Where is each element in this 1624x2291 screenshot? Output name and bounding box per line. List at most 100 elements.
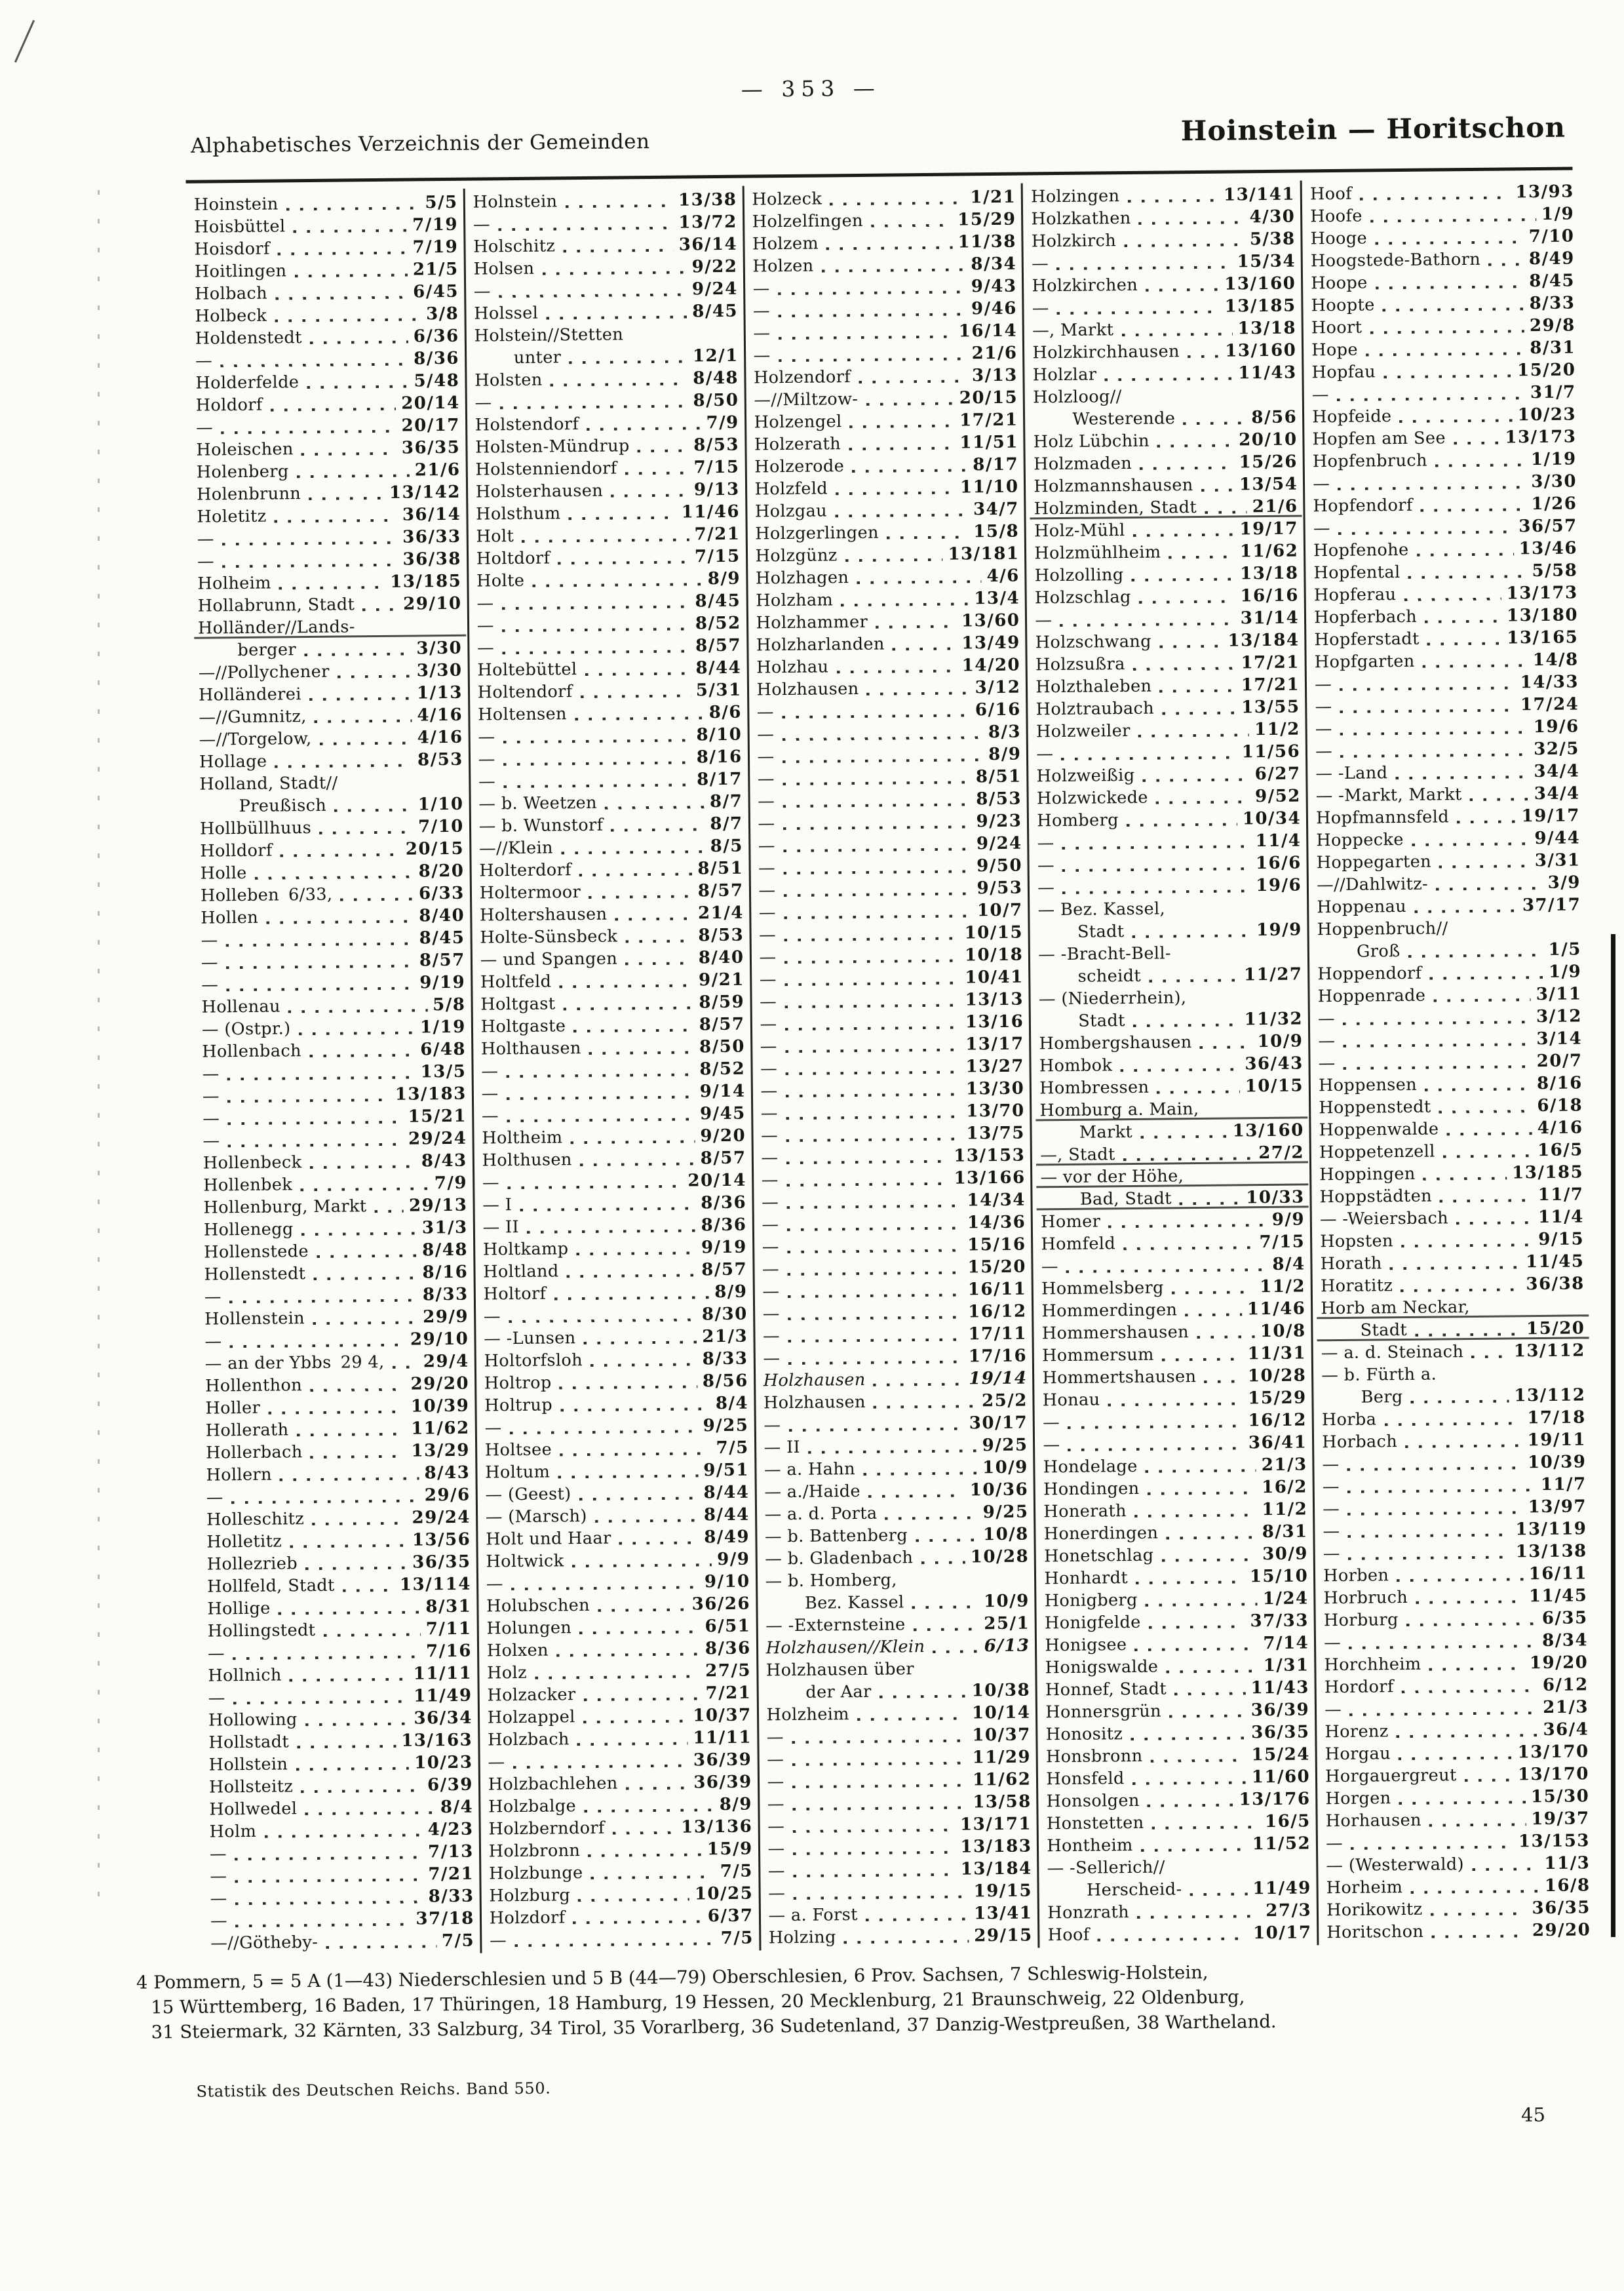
table-row: —9/24 [474, 279, 738, 304]
dot-leader [1126, 823, 1237, 827]
ref-value: 16/5 [1264, 1811, 1311, 1832]
place-name: — [767, 1861, 785, 1881]
table-row: Holzbunge 7/5 [489, 1862, 753, 1887]
place-name: Holtfeld [480, 971, 552, 992]
place-name: — (Geest) [485, 1484, 571, 1505]
dot-leader [783, 825, 971, 831]
place-name: — [762, 1304, 780, 1324]
ref-value: 4/16 [417, 705, 463, 726]
ref-value: 11/2 [1262, 1499, 1308, 1520]
dot-leader [1416, 1600, 1524, 1604]
dot-leader [1134, 1514, 1257, 1518]
table-row: Holsen 9/22 [474, 257, 738, 282]
dot-leader [301, 1789, 423, 1793]
place-name: Holderfelde [195, 372, 300, 393]
table-row: Holtfeld 9/21 [480, 970, 744, 995]
dot-leader [836, 669, 957, 674]
place-name: Horath [1320, 1253, 1382, 1274]
table-row: Honnef, Stadt 11/43 [1045, 1677, 1309, 1702]
ref-value: 16/16 [1240, 585, 1300, 606]
table-row: Holsterhausen 9/13 [476, 480, 740, 505]
table-row: —20/17 [196, 416, 460, 441]
dot-leader [1464, 1778, 1513, 1782]
ref-value: 8/48 [422, 1240, 469, 1261]
place-name: Holzdorf [489, 1908, 566, 1929]
table-row: Hopferbach 13/180 [1314, 605, 1578, 630]
table-row: Hoitlingen 21/5 [195, 260, 459, 284]
dot-leader [1140, 1848, 1247, 1852]
ref-value: 3/9 [1547, 872, 1581, 893]
ref-value: 7/9 [706, 412, 739, 433]
ref-value: 13/29 [411, 1440, 471, 1461]
ref-value: 36/14 [678, 234, 738, 255]
table-row: Holzhausen über [766, 1658, 1030, 1683]
dot-leader [784, 959, 960, 964]
place-name: Holzham [756, 590, 834, 611]
place-name: — [1037, 833, 1054, 853]
dot-leader [1134, 1647, 1258, 1651]
ref-value: 9/25 [982, 1435, 1028, 1456]
ref-value: 15/8 [973, 521, 1020, 542]
table-row: Hondingen 16/2 [1043, 1477, 1307, 1502]
ref-value: 7/11 [425, 1618, 472, 1639]
table-row: —16/11 [762, 1280, 1026, 1304]
table-row: Holzem 11/38 [752, 232, 1016, 257]
table-row: —17/11 [763, 1324, 1027, 1349]
table-row: —10/37 [767, 1725, 1031, 1750]
place-name: — [478, 727, 495, 747]
ref-value: 11/62 [972, 1769, 1032, 1790]
table-row: —13/153 [761, 1146, 1025, 1171]
place-name: — II [482, 1217, 520, 1238]
place-name: — -Land [1315, 763, 1388, 784]
dot-leader [921, 1561, 965, 1565]
place-name: Holtershausen [479, 904, 608, 926]
place-name: Berg [1361, 1387, 1403, 1407]
ref-value: 14/33 [1520, 672, 1579, 693]
ref-value: 14/8 [1532, 650, 1579, 671]
place-name: Holzhausen [756, 678, 859, 700]
dot-leader [1056, 310, 1220, 315]
table-row: —13/72 [473, 212, 737, 237]
dot-leader [563, 1006, 694, 1011]
dot-leader [288, 1009, 428, 1013]
dot-leader [514, 1942, 716, 1948]
place-name: — [761, 1170, 779, 1190]
table-row: — (Westerwald) 11/3 [1326, 1853, 1590, 1878]
dot-leader [1132, 934, 1252, 938]
table-row: Hoopte 8/33 [1311, 293, 1575, 318]
place-name: Holzelfingen [752, 210, 863, 232]
table-row: Hombressen 10/15 [1039, 1076, 1304, 1101]
dot-leader [1410, 1400, 1509, 1403]
dot-leader [821, 268, 966, 273]
dot-leader [778, 335, 954, 340]
place-name: Honigfelde [1044, 1612, 1141, 1634]
table-row: —21/6 [754, 343, 1018, 368]
place-name: Holbach [195, 283, 268, 304]
ref-value: 8/30 [701, 1304, 748, 1325]
dot-leader [565, 204, 674, 208]
table-row: —13/16 [760, 1012, 1024, 1037]
place-name: — [761, 1148, 779, 1168]
table-row: Holstendorf 7/9 [475, 413, 739, 438]
dot-leader [778, 357, 967, 362]
dot-leader [301, 452, 396, 456]
place-name: Hommelsberg [1041, 1278, 1164, 1299]
place-name: — [476, 593, 494, 614]
table-row: —19/6 [1315, 716, 1579, 741]
table-row: Holztraubach 13/55 [1036, 697, 1300, 722]
place-name: — [760, 1081, 778, 1101]
ref-value: 13/18 [1237, 318, 1297, 339]
ref-value: 10/18 [964, 945, 1024, 966]
ref-value: 8/48 [693, 368, 739, 389]
place-name: — [209, 1844, 227, 1864]
dot-leader [1132, 667, 1236, 671]
table-row: Hopfen am See 13/173 [1312, 427, 1576, 452]
ref-value: 8/16 [696, 747, 743, 768]
table-row: — (Geest) 8/44 [485, 1483, 749, 1508]
dot-leader [577, 1742, 688, 1746]
table-row: —9/14 [482, 1082, 746, 1106]
table-row: Hollenstedt 8/16 [204, 1263, 468, 1287]
dot-leader [556, 1653, 700, 1657]
dot-leader [857, 1717, 967, 1721]
ref-value: 6/18 [1537, 1095, 1583, 1116]
